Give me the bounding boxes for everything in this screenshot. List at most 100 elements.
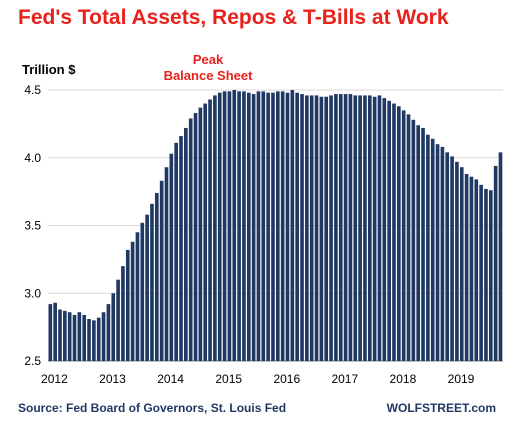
bar xyxy=(58,309,62,361)
bar xyxy=(116,279,120,361)
bar xyxy=(392,103,396,362)
bar xyxy=(421,127,425,361)
annotation-line-1: Peak xyxy=(192,52,224,67)
bar xyxy=(377,95,382,362)
y-axis-label: Trillion $ xyxy=(22,62,76,77)
bar xyxy=(87,319,91,361)
bar xyxy=(290,90,295,361)
bar xyxy=(271,92,275,362)
bar xyxy=(440,146,445,361)
bar xyxy=(169,153,174,361)
bar xyxy=(188,118,193,361)
bar xyxy=(121,266,125,361)
bar xyxy=(140,222,145,361)
bar xyxy=(237,91,241,361)
bar xyxy=(48,304,53,361)
bar xyxy=(256,91,261,361)
bar xyxy=(179,136,183,361)
bar xyxy=(343,94,348,361)
bar xyxy=(285,92,290,362)
bar xyxy=(261,91,266,361)
bar xyxy=(222,91,227,361)
bar xyxy=(430,138,435,361)
bar xyxy=(203,103,208,362)
gridlines xyxy=(48,89,503,362)
bar xyxy=(411,119,416,361)
x-tick-label: 2013 xyxy=(99,372,126,386)
x-ticks: 2012 2013 2014 2015 2016 2017 2018 2019 xyxy=(41,372,475,386)
y-tick-label: 3.0 xyxy=(24,286,41,300)
bar xyxy=(159,180,164,361)
bar xyxy=(145,214,149,361)
bar xyxy=(295,92,299,362)
bar xyxy=(367,95,372,362)
bar xyxy=(363,95,367,362)
bar xyxy=(435,144,440,361)
bar xyxy=(125,249,130,361)
bar xyxy=(445,152,450,361)
bar xyxy=(77,312,82,361)
bar xyxy=(198,107,203,361)
bar xyxy=(464,174,469,361)
peak-annotation: Peak Balance Sheet xyxy=(148,52,268,84)
bar xyxy=(455,161,459,361)
bar xyxy=(72,314,77,361)
bar xyxy=(63,310,67,361)
bar xyxy=(319,96,324,362)
x-tick-label: 2016 xyxy=(273,372,300,386)
bar xyxy=(135,232,140,361)
y-tick-label: 4.5 xyxy=(24,83,41,97)
bar xyxy=(208,99,212,362)
bar xyxy=(309,95,314,362)
credit: WOLFSTREET.com xyxy=(386,401,496,415)
x-tick-label: 2017 xyxy=(331,372,358,386)
bar xyxy=(334,94,338,361)
bar xyxy=(217,92,222,362)
bar xyxy=(324,96,329,362)
bar xyxy=(130,241,135,361)
bar xyxy=(266,92,270,362)
bar xyxy=(450,156,454,361)
bar xyxy=(276,91,280,361)
bar xyxy=(498,152,503,361)
bar xyxy=(111,293,116,361)
bar xyxy=(67,312,72,361)
chart-title: Fed's Total Assets, Repos & T-Bills at W… xyxy=(18,6,449,29)
y-ticks: 2.5 3.0 3.5 4.0 4.5 xyxy=(24,83,41,368)
bar xyxy=(329,95,333,362)
bar xyxy=(314,95,319,362)
bar xyxy=(469,176,474,361)
bar xyxy=(353,95,358,362)
bar xyxy=(493,165,498,361)
bar xyxy=(251,94,256,361)
bar xyxy=(184,127,188,361)
bar xyxy=(479,184,483,361)
bar xyxy=(484,188,488,361)
bar xyxy=(92,320,96,361)
bar xyxy=(488,190,493,361)
bar xyxy=(459,167,464,361)
bar xyxy=(300,94,304,361)
bar xyxy=(232,90,237,361)
bars xyxy=(48,90,503,362)
bar xyxy=(164,167,169,361)
bar xyxy=(338,94,343,361)
x-tick-label: 2014 xyxy=(157,372,184,386)
bar xyxy=(101,312,106,361)
bar xyxy=(280,91,285,361)
bar xyxy=(174,142,178,361)
bar xyxy=(397,106,401,361)
bar xyxy=(193,113,198,361)
bar xyxy=(382,98,387,361)
x-tick-label: 2019 xyxy=(448,372,475,386)
bar xyxy=(401,110,406,361)
bar xyxy=(358,95,362,362)
source-note: Source: Fed Board of Governors, St. Loui… xyxy=(18,401,287,415)
bar xyxy=(150,203,154,361)
bar xyxy=(426,134,430,361)
bar xyxy=(246,92,251,362)
bar xyxy=(406,114,411,361)
bar xyxy=(96,317,101,361)
bar xyxy=(474,179,479,361)
